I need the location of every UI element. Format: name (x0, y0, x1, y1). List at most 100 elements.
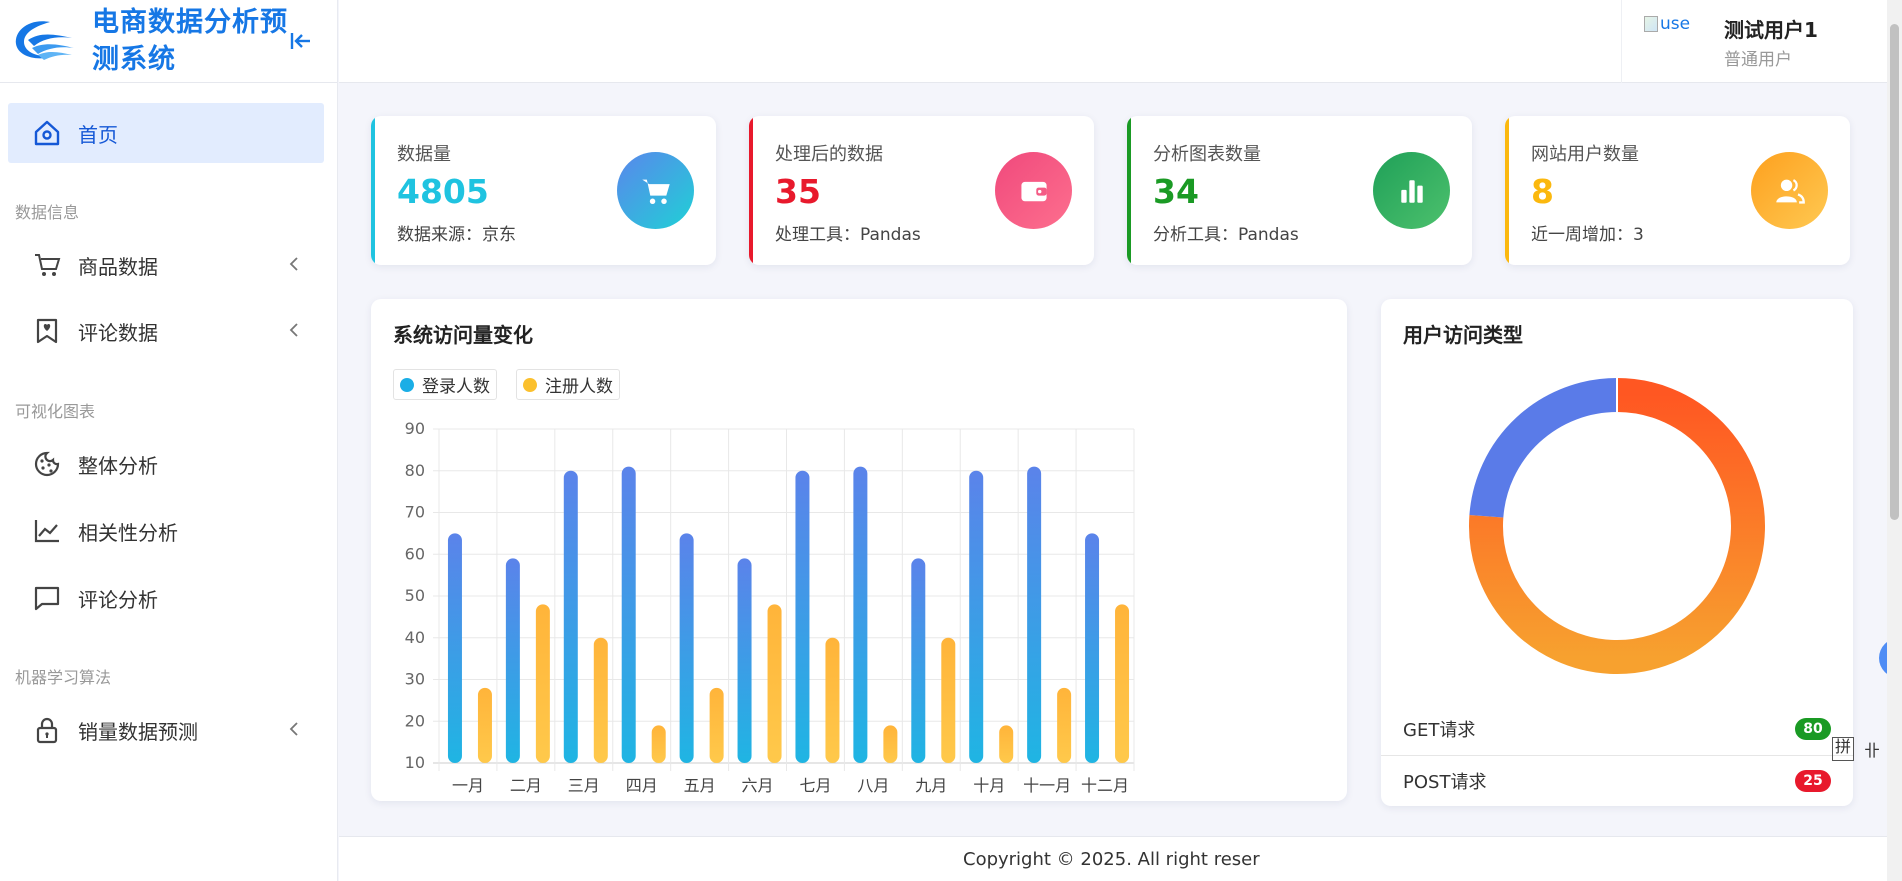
y-tick-label: 10 (405, 753, 425, 772)
stat-label: 数据量 (397, 144, 451, 165)
chevron-left-icon (289, 323, 298, 337)
stat-sub: 处理工具：Pandas (775, 225, 921, 245)
user-name: 测试用户1 (1724, 18, 1818, 42)
stat-value: 34 (1153, 172, 1199, 211)
cart-icon (32, 250, 62, 280)
ime-pinyin[interactable]: 拼 (1832, 737, 1855, 761)
bar-register (999, 725, 1014, 763)
stat-value: 4805 (397, 172, 489, 211)
sidebar-item-label: 首页 (78, 122, 118, 147)
avatar-alt-text: use (1660, 14, 1691, 34)
sidebar-item-label: 相关性分析 (78, 520, 178, 545)
brand-logo-icon (15, 21, 74, 60)
stat-value: 35 (775, 172, 821, 211)
home-icon (32, 118, 62, 148)
stat-sub: 近一周增加：3 (1531, 225, 1644, 245)
x-tick-label: 五月 (684, 776, 716, 795)
sidebar-item-sales-forecast[interactable]: 销量数据预测 (8, 700, 324, 760)
card-accent-bar (1505, 116, 1509, 265)
sidebar-item-label: 销量数据预测 (78, 719, 198, 744)
bar-register (593, 637, 608, 763)
bar-register (1115, 604, 1130, 763)
chevron-left-icon (289, 257, 298, 271)
bar-register (1057, 687, 1072, 763)
card-accent-bar (371, 116, 375, 265)
scrollbar-thumb[interactable] (1890, 24, 1899, 520)
stat-card-processed-data: 处理后的数据 35 处理工具：Pandas (749, 116, 1094, 265)
legend-register[interactable]: 注册人数 (516, 369, 620, 400)
bar-login (737, 558, 752, 763)
brand-title: 电商数据分析预测系统 (92, 7, 288, 75)
cookie-icon (32, 449, 62, 479)
card-accent-bar (1127, 116, 1131, 265)
bar-login (563, 470, 578, 763)
request-row-post: POST请求 25 (1381, 755, 1853, 807)
donut-slice (1469, 378, 1618, 518)
x-tick-label: 十一月 (1023, 776, 1071, 795)
user-menu[interactable]: use 测试用户1 普通用户 (1621, 0, 1887, 83)
panel-title: 系统访问量变化 (393, 323, 533, 347)
page-scrollbar[interactable] (1887, 0, 1902, 881)
stat-card-chart-count: 分析图表数量 34 分析工具：Pandas (1127, 116, 1472, 265)
legend-login[interactable]: 登录人数 (393, 369, 497, 400)
divider (1381, 755, 1853, 756)
sidebar-item-label: 评论数据 (78, 320, 158, 345)
bookmark-heart-icon (32, 316, 62, 346)
y-tick-label: 40 (405, 628, 425, 647)
sidebar-item-correlation[interactable]: 相关性分析 (8, 501, 324, 561)
bar-login (1027, 466, 1042, 763)
chevron-left-icon (289, 722, 298, 736)
user-type-donut-chart (1469, 378, 1765, 674)
bar-register (825, 637, 840, 763)
lock-icon (32, 715, 62, 745)
section-data-info: 数据信息 (15, 203, 80, 222)
user-type-panel: 用户访问类型 GET请求 80 POST请求 25 (1381, 299, 1853, 806)
legend-label: 注册人数 (545, 377, 613, 397)
y-tick-label: 90 (405, 419, 425, 438)
avatar[interactable]: use (1644, 14, 1690, 34)
stat-card-user-count: 网站用户数量 8 近一周增加：3 (1505, 116, 1850, 265)
stat-sub: 分析工具：Pandas (1153, 225, 1299, 245)
wallet-icon (995, 152, 1072, 229)
x-tick-label: 十二月 (1081, 776, 1129, 795)
section-charts: 可视化图表 (15, 402, 96, 421)
cart-icon (617, 152, 694, 229)
donut-slice (1469, 378, 1765, 674)
count-badge: 80 (1795, 718, 1831, 740)
sidebar-item-overall[interactable]: 整体分析 (8, 434, 324, 494)
bar-login (1085, 533, 1100, 763)
broken-image-icon (1644, 16, 1658, 32)
x-tick-label: 九月 (915, 776, 947, 795)
collapse-sidebar-button[interactable] (286, 26, 316, 56)
stat-label: 分析图表数量 (1153, 144, 1261, 165)
legend-dot-icon (400, 377, 414, 392)
sidebar-item-label: 整体分析 (78, 453, 158, 478)
y-tick-label: 60 (405, 544, 425, 563)
bar-login (505, 558, 520, 763)
bar-login (911, 558, 926, 763)
panel-title: 用户访问类型 (1403, 323, 1523, 347)
stat-sub: 数据来源：京东 (397, 225, 516, 245)
sidebar-item-goods[interactable]: 商品数据 (8, 235, 324, 295)
sidebar-item-comment-analysis[interactable]: 评论分析 (8, 568, 324, 628)
x-tick-label: 四月 (626, 776, 658, 795)
x-tick-label: 一月 (452, 776, 484, 795)
ime-mode[interactable]: 卝 (1864, 741, 1881, 760)
user-role: 普通用户 (1724, 50, 1792, 70)
bar-register (767, 604, 782, 763)
bar-register (709, 687, 724, 763)
line-chart-icon (32, 516, 62, 546)
card-accent-bar (749, 116, 753, 265)
sidebar-item-label: 评论分析 (78, 587, 158, 612)
sidebar-item-comments[interactable]: 评论数据 (8, 301, 324, 361)
y-tick-label: 80 (405, 461, 425, 480)
bar-login (447, 533, 462, 763)
sidebar-item-home[interactable]: 首页 (8, 103, 324, 163)
users-icon (1751, 152, 1828, 229)
stat-label: 网站用户数量 (1531, 144, 1639, 165)
bar-login (969, 470, 984, 763)
stat-label: 处理后的数据 (775, 144, 883, 165)
section-ml: 机器学习算法 (15, 668, 112, 687)
legend-dot-icon (523, 377, 537, 392)
sidebar-item-label: 商品数据 (78, 254, 158, 279)
